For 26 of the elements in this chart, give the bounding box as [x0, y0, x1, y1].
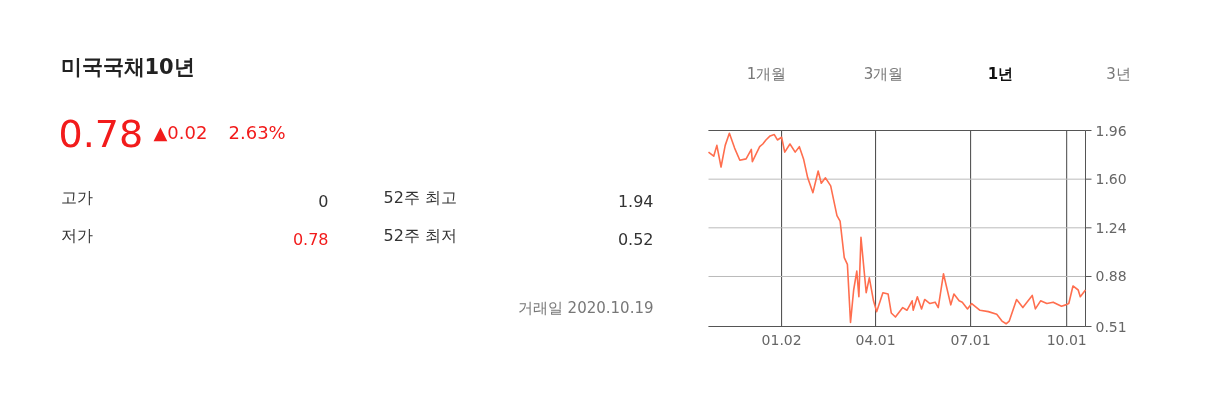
y-tick-label: 0.88 — [1095, 268, 1127, 285]
y-tick-label: 0.51 — [1095, 318, 1127, 335]
text: 52주 최고 — [383, 187, 457, 207]
text: 52주 최저 — [383, 225, 457, 245]
text: 0.78 — [292, 229, 329, 249]
text: 거래일 2020.10.19 — [517, 298, 654, 317]
y-tick-label: 1.96 — [1095, 122, 1127, 139]
text: 3개월 — [863, 64, 904, 83]
text: 미국국채10년 — [60, 54, 195, 79]
y-tick-label: 1.60 — [1095, 171, 1127, 188]
text: 고가 — [60, 187, 93, 207]
x-tick-label: 04.01 — [855, 331, 896, 348]
text: 0 — [318, 191, 329, 211]
text: 1년 — [987, 64, 1014, 83]
text: 0.52 — [617, 229, 654, 249]
x-tick-label: 01.02 — [761, 331, 802, 348]
text: 2.63% — [228, 121, 286, 143]
text: ▲0.02 — [153, 121, 208, 143]
x-tick-label: 10.01 — [1046, 331, 1087, 348]
text: 저가 — [60, 225, 93, 245]
text: 1.94 — [617, 191, 654, 211]
text: 3년 — [1106, 64, 1131, 83]
x-tick-label: 07.01 — [950, 331, 991, 348]
text: 0.78 — [58, 111, 144, 156]
y-tick-label: 1.24 — [1095, 219, 1127, 236]
text: 1개월 — [746, 64, 787, 83]
